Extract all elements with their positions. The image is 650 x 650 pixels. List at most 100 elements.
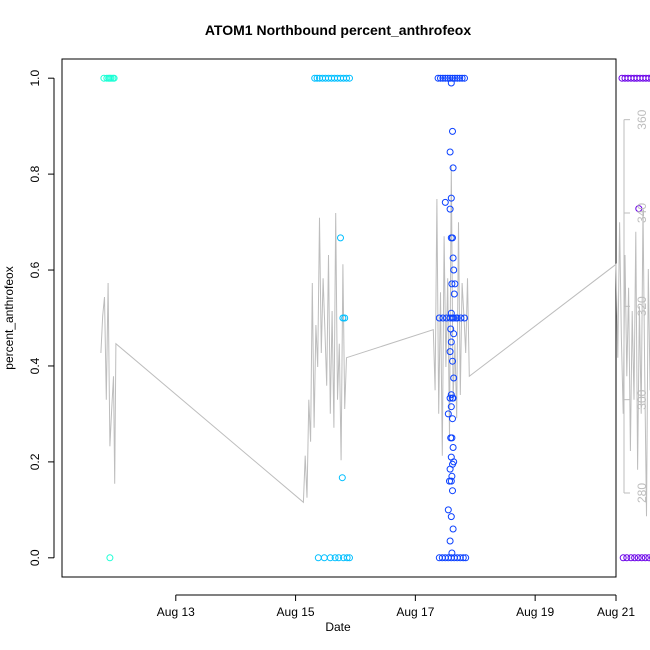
data-point (335, 554, 343, 562)
data-point (110, 74, 118, 82)
data-point (346, 74, 353, 82)
y-tick-label: 0.6 (28, 261, 42, 278)
data-point (458, 74, 466, 82)
data-point (446, 537, 454, 545)
data-point (634, 554, 642, 562)
data-point (434, 74, 442, 82)
data-point (446, 394, 454, 402)
y-axis-label: percent_anthrofeox (2, 266, 16, 369)
data-point (448, 434, 456, 442)
data-point (449, 487, 456, 495)
data-point (444, 506, 452, 514)
data-point (446, 74, 454, 82)
data-point (449, 254, 457, 262)
data-point (447, 79, 455, 87)
data-point (450, 290, 458, 298)
y-tick-label: 0.0 (28, 549, 42, 566)
y2-tick-label: 360 (635, 109, 649, 129)
data-point (446, 465, 454, 473)
data-point (450, 330, 458, 338)
data-point (314, 554, 322, 562)
secondary-series-line (100, 166, 650, 517)
data-point (449, 164, 457, 172)
data-point (439, 74, 447, 82)
data-point (645, 74, 650, 82)
data-point (341, 314, 349, 322)
data-point (449, 74, 456, 82)
data-point (449, 357, 456, 365)
secondary-series-layer (100, 166, 650, 517)
data-point (449, 127, 456, 135)
y2-tick-label: 320 (635, 296, 649, 316)
data-point (446, 348, 454, 356)
data-point (461, 314, 468, 322)
axes-layer: Aug 13 Aug 15 Aug 17 Aug 19 Aug 21 0.0 0.2 0.4 0… (28, 70, 649, 619)
data-point (106, 554, 114, 562)
data-point (447, 403, 455, 411)
data-point (446, 205, 454, 213)
y-tick-label: 1.0 (28, 70, 42, 87)
data-point (447, 338, 455, 346)
data-point (450, 374, 458, 382)
data-point (623, 554, 631, 562)
data-point (645, 554, 650, 562)
data-point (635, 205, 643, 213)
data-point (450, 266, 458, 274)
data-point (461, 74, 468, 82)
data-point (447, 194, 455, 202)
data-point (619, 554, 627, 562)
data-point (343, 74, 350, 82)
data-point (338, 474, 346, 482)
data-point (459, 554, 467, 562)
data-point (311, 74, 319, 82)
data-point (453, 74, 461, 82)
y-tick-label: 0.4 (28, 357, 42, 374)
data-point (456, 554, 464, 562)
data-point (627, 554, 635, 562)
y2-tick-label: 300 (635, 389, 649, 409)
data-point (631, 554, 639, 562)
data-point (449, 394, 457, 402)
data-point (449, 525, 457, 533)
data-point (452, 314, 460, 322)
data-point (439, 314, 447, 322)
data-point (641, 554, 649, 562)
data-point (444, 74, 452, 82)
data-point (451, 74, 459, 82)
data-point (320, 554, 328, 562)
y2-tick-label: 340 (635, 203, 649, 223)
data-point (448, 549, 456, 557)
data-point (446, 477, 453, 485)
x-tick-label: Aug 21 (597, 605, 635, 619)
data-point (441, 74, 449, 82)
data-point (337, 234, 344, 242)
data-point (447, 513, 455, 521)
data-point (331, 554, 339, 562)
data-point (446, 148, 454, 156)
data-point (449, 444, 457, 451)
data-point (343, 554, 351, 562)
chart-title: ATOM1 Northbound percent_anthrofeox (205, 22, 471, 38)
data-point (450, 458, 458, 466)
data-point (447, 391, 455, 399)
plot-frame (61, 58, 617, 578)
data-point (456, 74, 464, 82)
x-tick-label: Aug 15 (277, 605, 315, 619)
data-point (447, 234, 455, 242)
x-tick-label: Aug 13 (157, 605, 195, 619)
scatter-points-layer (100, 74, 650, 562)
data-point (457, 314, 465, 322)
data-point (444, 410, 452, 418)
data-point (441, 198, 449, 206)
y-tick-label: 0.2 (28, 453, 42, 470)
data-point (449, 314, 456, 322)
data-point (448, 280, 456, 288)
data-point (435, 314, 443, 322)
x-tick-label: Aug 17 (396, 605, 434, 619)
data-point (313, 74, 321, 82)
data-point (447, 309, 455, 317)
y-tick-label: 0.8 (28, 165, 42, 182)
data-point (638, 554, 646, 562)
data-point (326, 554, 334, 562)
